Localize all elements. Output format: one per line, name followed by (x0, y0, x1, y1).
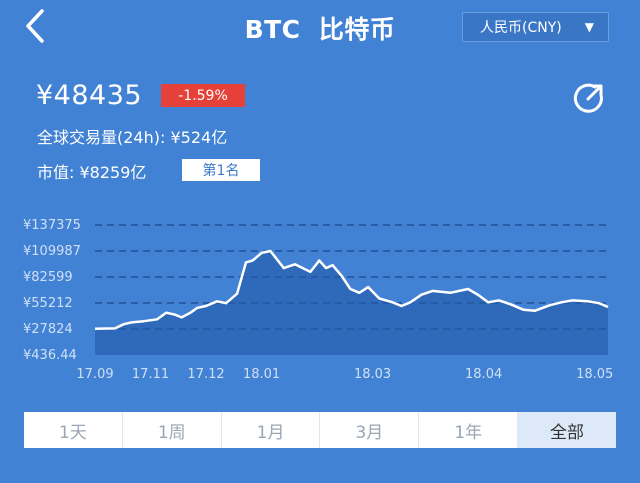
volume-value: ¥524亿 (170, 128, 228, 147)
market-cap: 市值: ¥8259亿 (37, 159, 146, 183)
volume-label: 全球交易量(24h): (37, 128, 171, 147)
x-tick-label-6: 18.05 (576, 367, 613, 382)
tab-4[interactable]: 1年 (419, 412, 519, 448)
share-button[interactable] (573, 82, 605, 114)
price-chart: ¥137375 ¥109987 ¥82599 ¥55212 ¥27824 ¥436.44 1… (0, 180, 640, 390)
y-tick-label-4: ¥27824 (23, 322, 73, 337)
price-line (94, 249, 609, 331)
tab-0[interactable]: 1天 (24, 412, 123, 448)
tab-2[interactable]: 1月 (222, 412, 321, 448)
y-tick-label-1: ¥109987 (23, 244, 81, 259)
page-title-text: BTC 比特币 (244, 15, 396, 44)
tab-5[interactable]: 全部 (518, 412, 616, 448)
currency-select-label: 人民币(CNY) (480, 20, 562, 36)
current-price: ¥48435 (36, 80, 143, 111)
price-change-badge: -1.59% (161, 84, 245, 107)
header: BTC 比特币 人民币(CNY) ▼ (0, 0, 640, 52)
x-tick-label-4: 18.03 (354, 367, 391, 382)
rank-badge: 第1名 (182, 159, 260, 181)
chevron-left-icon (26, 9, 44, 43)
tab-3[interactable]: 3月 (320, 412, 420, 448)
marketcap-label: 市值: (37, 163, 80, 182)
triangle-down-icon: ▼ (584, 20, 594, 34)
back-button[interactable] (18, 8, 52, 44)
time-range-tabs: 1天 1周 1月 3月 1年 全部 (24, 412, 616, 448)
x-tick-label-3: 18.01 (243, 367, 280, 382)
currency-select[interactable]: 人民币(CNY) ▼ (462, 12, 609, 42)
x-tick-label-1: 17.11 (132, 367, 169, 382)
y-tick-label-0: ¥137375 (23, 218, 81, 233)
y-tick-label-3: ¥55212 (23, 296, 73, 311)
marketcap-value: ¥8259亿 (79, 163, 147, 182)
x-tick-label-0: 17.09 (76, 367, 113, 382)
x-tick-label-2: 17.12 (187, 367, 224, 382)
share-icon (573, 83, 603, 113)
price-chart-svg: ¥137375 ¥109987 ¥82599 ¥55212 ¥27824 ¥436.44 1… (23, 218, 613, 382)
page-title: BTC 比特币 (0, 10, 640, 46)
volume-24h: 全球交易量(24h): ¥524亿 (37, 124, 227, 148)
x-tick-label-5: 18.04 (465, 367, 502, 382)
y-tick-label-5: ¥436.44 (23, 348, 77, 363)
tab-1[interactable]: 1周 (123, 412, 222, 448)
y-tick-label-2: ¥82599 (23, 270, 73, 285)
